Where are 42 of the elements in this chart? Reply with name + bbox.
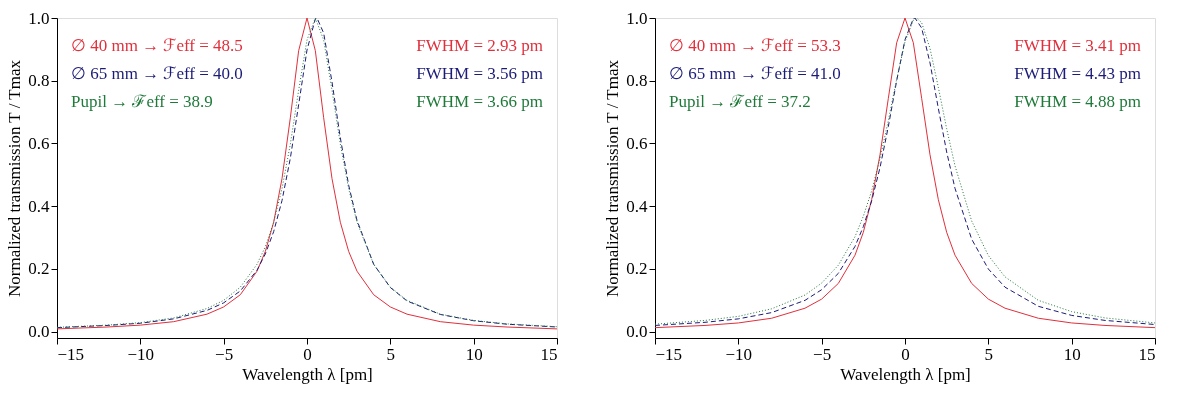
y-tick-label: 0.4: [626, 196, 648, 216]
x-tick-label: −10: [725, 344, 753, 364]
annotation: FWHM = 3.41 pm: [1014, 36, 1141, 55]
y-tick-label: 0.2: [626, 259, 648, 279]
x-tick-label: 15: [1138, 344, 1156, 364]
x-tick-label: 5: [386, 344, 396, 364]
annotation: ∅ 40 mm → ℱeff = 48.5: [71, 36, 243, 55]
y-tick-label: 1.0: [626, 8, 648, 28]
y-tick-label: 0.8: [28, 71, 50, 91]
y-tick-label: 0.4: [28, 196, 50, 216]
y-axis-title: Normalized transmission T / Tmax: [603, 59, 623, 298]
annotation: FWHM = 4.43 pm: [1014, 64, 1141, 83]
annotation: FWHM = 2.93 pm: [416, 36, 543, 55]
x-tick-label: 15: [540, 344, 558, 364]
annotation: FWHM = 3.56 pm: [416, 64, 543, 83]
x-tick-label: 0: [303, 344, 312, 364]
x-tick-label: 10: [1063, 344, 1081, 364]
x-tick-label: 0: [901, 344, 910, 364]
annotation: FWHM = 4.88 pm: [1014, 92, 1141, 111]
y-tick-label: 0.0: [28, 322, 50, 342]
x-tick-label: −10: [127, 344, 155, 364]
x-axis-title: Wavelength λ [pm]: [242, 364, 373, 384]
x-tick-label: −5: [215, 344, 234, 364]
annotation: ∅ 65 mm → ℱeff = 41.0: [669, 64, 841, 83]
annotation: Pupil → ℱeff = 37.2: [669, 92, 811, 111]
x-tick-label: 10: [465, 344, 483, 364]
annotation: ∅ 65 mm → ℱeff = 40.0: [71, 64, 243, 83]
x-tick-label: −15: [655, 344, 683, 364]
x-tick-label: 5: [984, 344, 994, 364]
y-tick-label: 0.2: [28, 259, 50, 279]
y-tick-label: 0.0: [626, 322, 648, 342]
y-axis-title: Normalized transmission T / Tmax: [5, 59, 25, 298]
y-tick-label: 0.6: [626, 133, 648, 153]
y-tick-label: 0.8: [626, 71, 648, 91]
x-tick-label: −15: [57, 344, 85, 364]
y-tick-label: 0.6: [28, 133, 50, 153]
annotation: Pupil → ℱeff = 38.9: [71, 92, 213, 111]
x-tick-label: −5: [813, 344, 832, 364]
y-tick-label: 1.0: [28, 8, 50, 28]
annotation: ∅ 40 mm → ℱeff = 53.3: [669, 36, 841, 55]
x-axis-title: Wavelength λ [pm]: [840, 364, 971, 384]
annotation: FWHM = 3.66 pm: [416, 92, 543, 111]
